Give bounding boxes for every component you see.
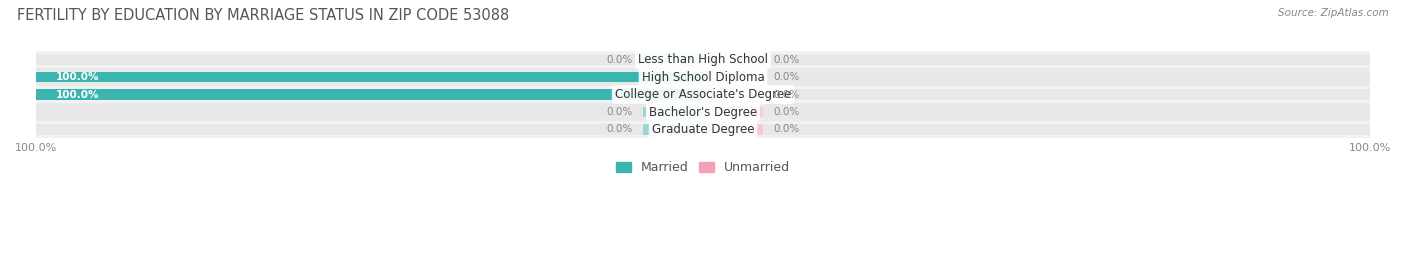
Text: 100.0%: 100.0%: [56, 72, 100, 82]
Bar: [703, 107, 763, 118]
Bar: [643, 107, 703, 118]
Text: 0.0%: 0.0%: [773, 72, 799, 82]
Bar: [703, 72, 763, 83]
Bar: [37, 107, 703, 118]
Legend: Married, Unmarried: Married, Unmarried: [612, 156, 794, 179]
Text: FERTILITY BY EDUCATION BY MARRIAGE STATUS IN ZIP CODE 53088: FERTILITY BY EDUCATION BY MARRIAGE STATU…: [17, 8, 509, 23]
Bar: [37, 54, 703, 65]
Bar: [703, 54, 1369, 65]
Text: 0.0%: 0.0%: [773, 55, 799, 65]
Bar: [703, 89, 763, 100]
Bar: [703, 89, 1369, 100]
Bar: [37, 89, 703, 100]
Text: Less than High School: Less than High School: [638, 53, 768, 66]
Text: 0.0%: 0.0%: [773, 125, 799, 134]
Text: 0.0%: 0.0%: [607, 55, 633, 65]
Bar: [703, 72, 1369, 83]
Bar: [643, 54, 703, 65]
Bar: [703, 124, 763, 135]
Text: 0.0%: 0.0%: [607, 107, 633, 117]
Bar: [703, 107, 1369, 118]
Bar: [37, 51, 1369, 68]
Bar: [37, 89, 703, 100]
Text: 0.0%: 0.0%: [773, 107, 799, 117]
Text: Graduate Degree: Graduate Degree: [652, 123, 754, 136]
Text: High School Diploma: High School Diploma: [641, 70, 765, 84]
Text: 100.0%: 100.0%: [56, 90, 100, 100]
Text: College or Associate's Degree: College or Associate's Degree: [614, 88, 792, 101]
Bar: [643, 124, 703, 135]
Bar: [37, 121, 1369, 138]
Text: 0.0%: 0.0%: [607, 125, 633, 134]
Bar: [37, 103, 1369, 121]
Bar: [703, 54, 763, 65]
Text: Source: ZipAtlas.com: Source: ZipAtlas.com: [1278, 8, 1389, 18]
Text: 0.0%: 0.0%: [773, 90, 799, 100]
Text: Bachelor's Degree: Bachelor's Degree: [650, 105, 756, 119]
Bar: [37, 68, 1369, 86]
Bar: [37, 86, 1369, 103]
Bar: [703, 124, 1369, 135]
Bar: [37, 124, 703, 135]
Bar: [37, 72, 703, 83]
Bar: [37, 72, 703, 83]
